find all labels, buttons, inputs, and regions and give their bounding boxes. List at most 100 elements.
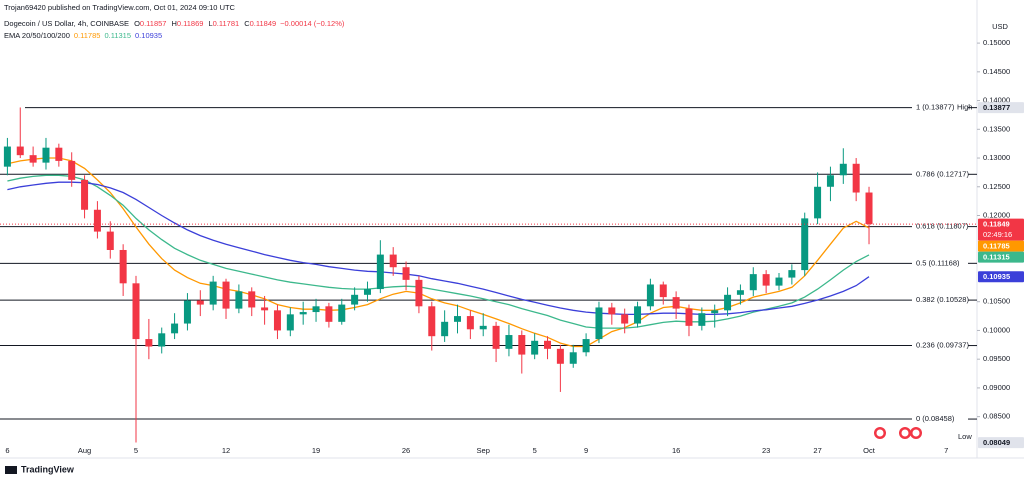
x-tick-label: Oct (863, 446, 876, 455)
candle-body (736, 290, 744, 295)
y-tick-label: 0.10000 (983, 325, 1010, 334)
y-tick-label: 0.09000 (983, 383, 1010, 392)
x-tick-label: 23 (762, 446, 770, 455)
fib-label: 1 (0.13877) (916, 103, 955, 112)
candle-body (428, 306, 436, 337)
price-badge (978, 271, 1024, 283)
y-tick-label: 0.08500 (983, 412, 1010, 421)
candle-body (158, 333, 166, 347)
ohlc-value: 0.11781 (213, 19, 240, 28)
x-tick-label: 12 (222, 446, 230, 455)
price-badge-label: 0.08049 (983, 438, 1010, 447)
candle-body (273, 310, 281, 331)
candle-body (16, 146, 24, 156)
candle-body (171, 323, 179, 334)
ohlc-value: 0.11869 (177, 19, 204, 28)
price-badge (978, 102, 1024, 114)
candle-body (132, 283, 140, 340)
fib-label: 0.236 (0.09737) (916, 341, 969, 350)
y-tick-label: 0.13500 (983, 124, 1010, 133)
candle-body (531, 340, 539, 355)
price-badge-label: 0.13877 (983, 103, 1010, 112)
currency[interactable]: USD (992, 22, 1008, 31)
indicator: EMA 20/50/100/200 (4, 31, 70, 40)
x-tick-label: Aug (78, 446, 91, 455)
candle-body (801, 218, 809, 271)
candle-body (492, 325, 500, 349)
candle-body (299, 312, 307, 315)
candle-body (724, 294, 732, 311)
x-tick-label: 6 (5, 446, 9, 455)
candle-body (711, 310, 719, 314)
ohlc-label: O (134, 19, 140, 28)
y-tick-label: 0.12500 (983, 182, 1010, 191)
candle-body (595, 307, 603, 340)
ohlc-label: L (208, 19, 212, 28)
candle-body (865, 192, 873, 225)
candle-body (852, 163, 860, 193)
fib-label: 0.618 (0.11807) (916, 222, 969, 231)
price-badge-label: 0.11849 (983, 219, 1010, 228)
candle-body (338, 304, 346, 322)
ema-line (7, 174, 870, 329)
candle-body (363, 289, 371, 295)
candle-body (119, 249, 127, 284)
price-badge-label: 0.11785 (983, 241, 1010, 250)
candle-body (93, 209, 101, 232)
candle-body (29, 155, 37, 163)
fib-label: 0.5 (0.11168) (916, 258, 960, 267)
candle-body (646, 284, 654, 307)
candle-body (68, 160, 76, 180)
candle-body (814, 186, 822, 219)
countdown: 02:49:16 (983, 230, 1012, 239)
ohlc-label: H (171, 19, 176, 28)
ohlc-label: C (244, 19, 250, 28)
symbol: Dogecoin / US Dollar, 4h, COINBASE (4, 19, 129, 28)
candle-body (312, 306, 320, 313)
fib-label: 0.382 (0.10528) (916, 295, 969, 304)
symbol-line: Dogecoin / US Dollar, 4h, COINBASE O 0.118… (4, 19, 345, 28)
change: −0.00014 (−0.12%) (280, 19, 345, 28)
y-tick-label: 0.13000 (983, 153, 1010, 162)
candle-body (839, 163, 847, 176)
candle-body (81, 179, 89, 210)
x-tick-label: 7 (944, 446, 948, 455)
candle-body (544, 340, 552, 349)
published-line: Trojan69420 published on TradingView.com… (4, 3, 236, 12)
candle-body (235, 291, 243, 309)
x-tick-label: 5 (533, 446, 537, 455)
candle-body (389, 254, 397, 268)
candle-body (42, 147, 50, 163)
y-tick-label: 0.15000 (983, 38, 1010, 47)
fib-label: 0 (0.08458) (916, 414, 955, 423)
candle-body (261, 307, 269, 311)
high-label: High (957, 103, 972, 112)
candle-body (775, 277, 783, 286)
price-badge-label: 0.10935 (983, 272, 1010, 281)
candle-body (106, 231, 114, 250)
candle-body (505, 335, 513, 349)
x-tick-label: 5 (134, 446, 138, 455)
candle-body (415, 279, 423, 307)
candle-body (518, 335, 526, 355)
price-badge (978, 437, 1024, 449)
indicator-line: EMA 20/50/100/200 0.11785 0.11315 0.10935 (4, 31, 162, 40)
candle-body (454, 316, 461, 322)
x-tick-label: 26 (402, 446, 410, 455)
candle-body (659, 284, 667, 298)
brand-logo[interactable]: TradingView (5, 464, 75, 474)
candle-body (556, 348, 564, 364)
brand[interactable]: TradingView (21, 464, 75, 474)
ohlc-value: 0.11849 (250, 19, 277, 28)
candle-body (3, 146, 11, 167)
candle-body (621, 314, 629, 324)
candle-body (466, 316, 474, 330)
candle-body (762, 274, 770, 286)
event-icons[interactable] (874, 427, 922, 439)
candle-body (749, 274, 757, 291)
x-tick-label: 27 (813, 446, 821, 455)
candle-body (634, 306, 642, 324)
candle-body (788, 270, 796, 278)
